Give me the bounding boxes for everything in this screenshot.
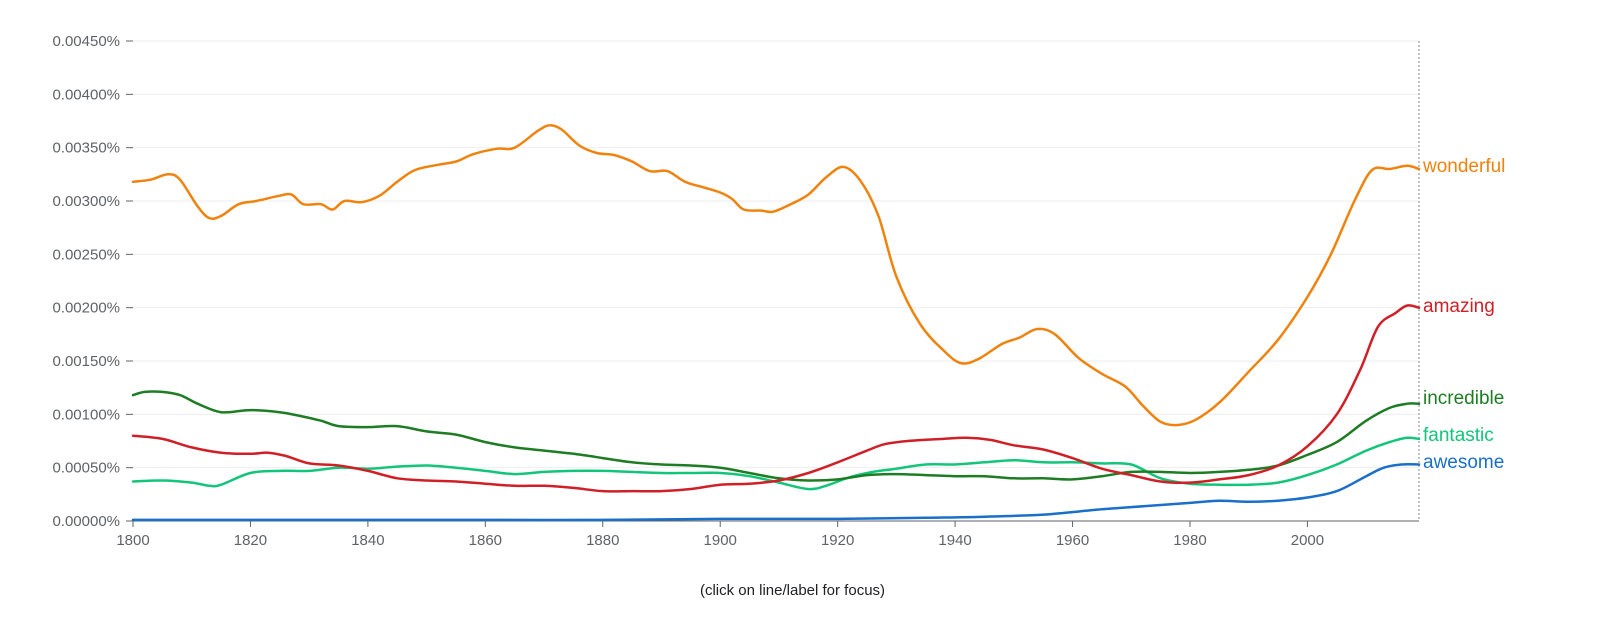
y-tick-label: 0.00100% xyxy=(52,406,120,423)
x-tick-label: 1980 xyxy=(1173,532,1206,549)
x-tick-label: 1900 xyxy=(704,532,737,549)
x-tick-label: 1940 xyxy=(938,532,971,549)
series-line-wonderful[interactable] xyxy=(131,124,1421,427)
series-line-fantastic[interactable] xyxy=(131,436,1421,491)
series-label-amazing[interactable]: amazing xyxy=(1423,296,1495,317)
x-tick-label: 2000 xyxy=(1291,532,1324,549)
y-tick-label: 0.00050% xyxy=(52,460,120,477)
y-tick-label: 0.00350% xyxy=(52,140,120,157)
series-line-awesome[interactable] xyxy=(131,462,1421,522)
series-label-wonderful[interactable]: wonderful xyxy=(1422,156,1505,177)
y-tick-label: 0.00150% xyxy=(52,353,120,370)
series-line-amazing[interactable] xyxy=(131,304,1421,493)
x-tick-label: 1960 xyxy=(1056,532,1089,549)
y-tick-label: 0.00200% xyxy=(52,300,120,317)
x-tick-label: 1840 xyxy=(351,532,384,549)
x-tick-label: 1800 xyxy=(116,532,149,549)
series-line-incredible[interactable] xyxy=(131,390,1421,482)
x-tick-label: 1920 xyxy=(821,532,854,549)
y-tick-label: 0.00450% xyxy=(52,33,120,50)
y-tick-label: 0.00300% xyxy=(52,193,120,210)
series-label-awesome[interactable]: awesome xyxy=(1423,452,1504,473)
x-tick-label: 1820 xyxy=(234,532,267,549)
y-tick-label: 0.00250% xyxy=(52,246,120,263)
x-tick-label: 1860 xyxy=(469,532,502,549)
series-label-fantastic[interactable]: fantastic xyxy=(1423,425,1494,446)
y-tick-label: 0.00400% xyxy=(52,86,120,103)
y-tick-label: 0.00000% xyxy=(52,513,120,530)
focus-hint: (click on line/label for focus) xyxy=(699,582,886,599)
x-tick-label: 1880 xyxy=(586,532,619,549)
series-label-incredible[interactable]: incredible xyxy=(1423,388,1504,409)
